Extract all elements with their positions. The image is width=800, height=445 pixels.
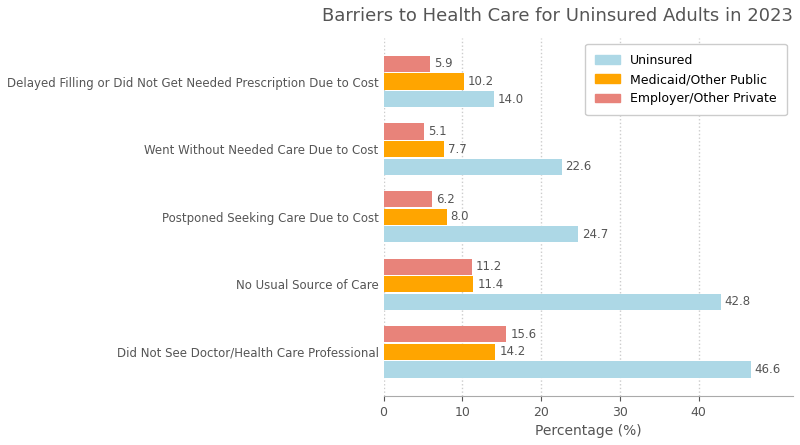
Text: 11.4: 11.4: [478, 278, 503, 291]
Bar: [383, 141, 444, 157]
Bar: [383, 344, 495, 360]
Text: 14.0: 14.0: [498, 93, 524, 105]
Text: 24.7: 24.7: [582, 228, 608, 241]
Bar: [383, 91, 494, 107]
Text: 8.0: 8.0: [450, 210, 469, 223]
Bar: [383, 191, 432, 207]
Legend: Uninsured, Medicaid/Other Public, Employer/Other Private: Uninsured, Medicaid/Other Public, Employ…: [585, 44, 787, 115]
Text: 5.9: 5.9: [434, 57, 453, 70]
Bar: [383, 259, 472, 275]
Text: 6.2: 6.2: [436, 193, 455, 206]
Text: 15.6: 15.6: [510, 328, 537, 341]
Bar: [383, 73, 464, 89]
Bar: [383, 361, 750, 377]
Text: 22.6: 22.6: [566, 160, 592, 173]
Text: 46.6: 46.6: [754, 363, 781, 376]
Text: Barriers to Health Care for Uninsured Adults in 2023: Barriers to Health Care for Uninsured Ad…: [322, 7, 793, 25]
Text: 42.8: 42.8: [725, 295, 750, 308]
Bar: [383, 326, 506, 342]
Bar: [383, 158, 562, 175]
Bar: [383, 123, 424, 140]
Text: 7.7: 7.7: [448, 142, 467, 156]
Text: 14.2: 14.2: [499, 345, 526, 358]
X-axis label: Percentage (%): Percentage (%): [535, 424, 642, 438]
Text: 10.2: 10.2: [468, 75, 494, 88]
Text: 5.1: 5.1: [428, 125, 446, 138]
Bar: [383, 276, 474, 292]
Bar: [383, 209, 446, 225]
Bar: [383, 294, 721, 310]
Text: 11.2: 11.2: [476, 260, 502, 273]
Bar: [383, 56, 430, 72]
Bar: [383, 226, 578, 243]
